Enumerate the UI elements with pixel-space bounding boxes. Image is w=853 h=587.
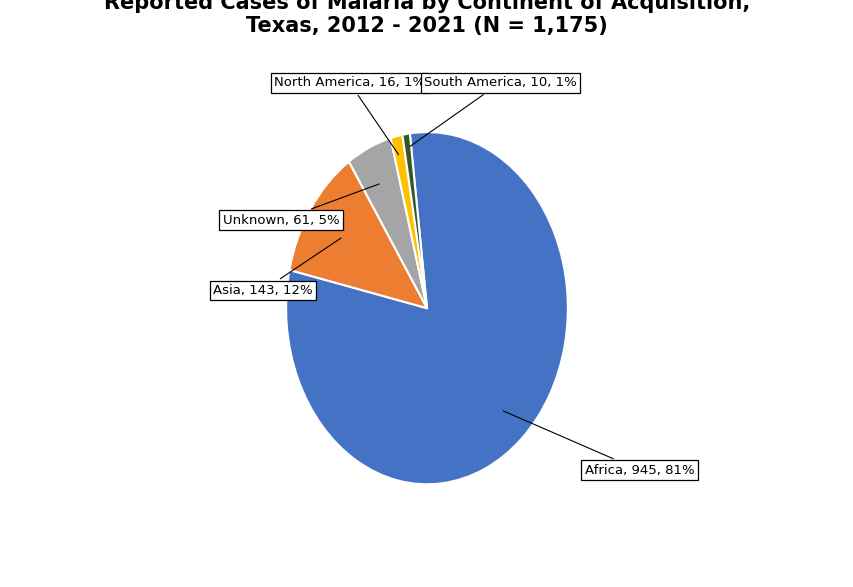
Text: Africa, 945, 81%: Africa, 945, 81% <box>502 411 693 477</box>
Wedge shape <box>390 135 426 308</box>
Wedge shape <box>349 138 426 308</box>
Text: Unknown, 61, 5%: Unknown, 61, 5% <box>223 184 379 227</box>
Wedge shape <box>286 132 567 484</box>
Text: North America, 16, 1%: North America, 16, 1% <box>274 76 425 154</box>
Text: Asia, 143, 12%: Asia, 143, 12% <box>212 238 340 297</box>
Wedge shape <box>402 133 426 308</box>
Wedge shape <box>289 161 426 308</box>
Text: South America, 10, 1%: South America, 10, 1% <box>409 76 576 146</box>
Title: Reported Cases of Malaria by Continent of Acquisition,
Texas, 2012 - 2021 (N = 1: Reported Cases of Malaria by Continent o… <box>104 0 749 36</box>
